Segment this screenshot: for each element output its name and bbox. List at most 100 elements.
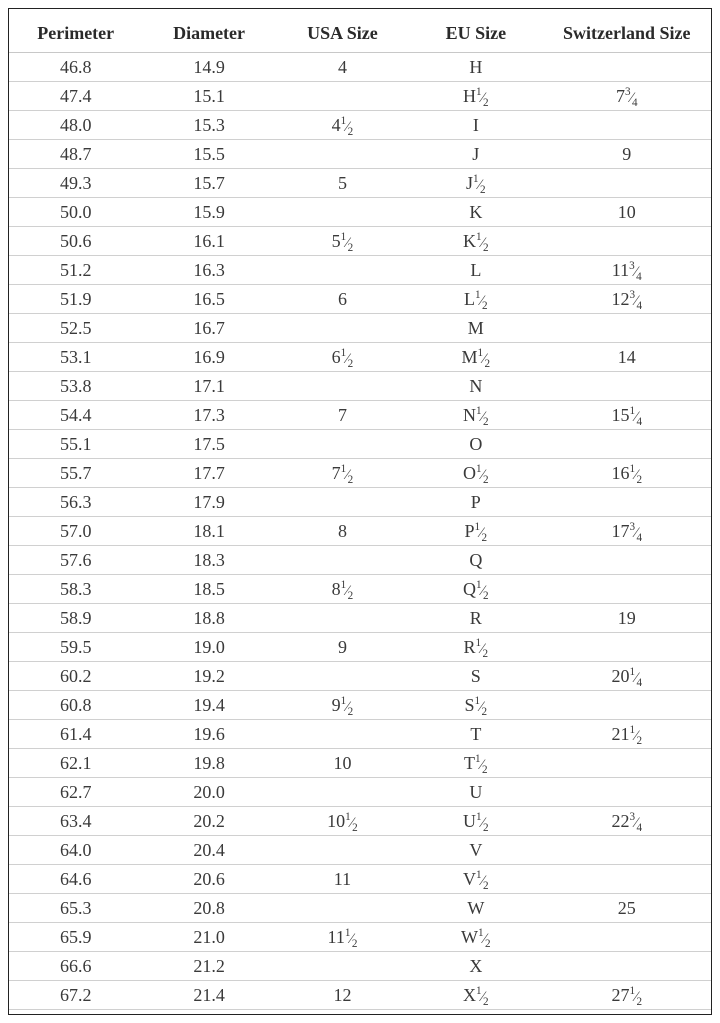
- table-cell: N1⁄2: [409, 401, 542, 430]
- table-cell: 271⁄2: [543, 981, 712, 1010]
- table-cell: [543, 314, 712, 343]
- table-cell: 53.1: [9, 343, 142, 372]
- table-cell: 20.8: [142, 894, 275, 923]
- table-cell: 14: [543, 343, 712, 372]
- table-cell: T1⁄2: [409, 749, 542, 778]
- table-row: 49.315.75J1⁄2: [9, 169, 711, 198]
- table-cell: 15.5: [142, 140, 275, 169]
- table-row: 64.620.611V1⁄2: [9, 865, 711, 894]
- table-cell: 55.1: [9, 430, 142, 459]
- table-cell: V: [409, 836, 542, 865]
- table-cell: 47.4: [9, 82, 142, 111]
- table-cell: 73⁄4: [543, 82, 712, 111]
- size-table: Perimeter Diameter USA Size EU Size Swit…: [9, 19, 711, 1010]
- table-cell: [543, 169, 712, 198]
- table-cell: 48.0: [9, 111, 142, 140]
- table-cell: N: [409, 372, 542, 401]
- table-cell: V1⁄2: [409, 865, 542, 894]
- table-cell: 56.3: [9, 488, 142, 517]
- table-cell: 59.5: [9, 633, 142, 662]
- table-row: 56.317.9P: [9, 488, 711, 517]
- table-cell: 16.1: [142, 227, 275, 256]
- table-cell: 51.9: [9, 285, 142, 314]
- table-cell: [276, 314, 409, 343]
- table-cell: 10: [543, 198, 712, 227]
- table-cell: W: [409, 894, 542, 923]
- table-row: 66.621.2X: [9, 952, 711, 981]
- table-cell: 123⁄4: [543, 285, 712, 314]
- table-cell: [543, 575, 712, 604]
- table-cell: [543, 633, 712, 662]
- table-cell: 18.8: [142, 604, 275, 633]
- table-row: 51.916.56L1⁄2123⁄4: [9, 285, 711, 314]
- table-cell: [276, 546, 409, 575]
- table-row: 57.018.18P1⁄2173⁄4: [9, 517, 711, 546]
- table-cell: 65.3: [9, 894, 142, 923]
- table-cell: 60.2: [9, 662, 142, 691]
- table-cell: 63.4: [9, 807, 142, 836]
- table-cell: 25: [543, 894, 712, 923]
- table-row: 53.116.961⁄2M1⁄214: [9, 343, 711, 372]
- col-header-perimeter: Perimeter: [9, 19, 142, 53]
- table-cell: M: [409, 314, 542, 343]
- table-cell: 20.4: [142, 836, 275, 865]
- table-cell: [543, 488, 712, 517]
- table-cell: 62.1: [9, 749, 142, 778]
- table-row: 65.921.0111⁄2W1⁄2: [9, 923, 711, 952]
- table-row: 60.219.2S201⁄4: [9, 662, 711, 691]
- table-cell: 12: [276, 981, 409, 1010]
- table-cell: O: [409, 430, 542, 459]
- table-row: 64.020.4V: [9, 836, 711, 865]
- col-header-usa: USA Size: [276, 19, 409, 53]
- table-cell: [543, 923, 712, 952]
- table-cell: 161⁄2: [543, 459, 712, 488]
- table-cell: 6: [276, 285, 409, 314]
- table-cell: 41⁄2: [276, 111, 409, 140]
- table-cell: 4: [276, 53, 409, 82]
- table-row: 46.814.94H: [9, 53, 711, 82]
- table-cell: 53.8: [9, 372, 142, 401]
- table-cell: 50.6: [9, 227, 142, 256]
- table-cell: S1⁄2: [409, 691, 542, 720]
- table-cell: 16.3: [142, 256, 275, 285]
- table-cell: 61⁄2: [276, 343, 409, 372]
- table-cell: 10: [276, 749, 409, 778]
- table-container: Perimeter Diameter USA Size EU Size Swit…: [8, 8, 712, 1015]
- table-cell: 62.7: [9, 778, 142, 807]
- table-cell: 15.1: [142, 82, 275, 111]
- table-cell: 16.5: [142, 285, 275, 314]
- table-cell: 17.7: [142, 459, 275, 488]
- table-cell: 15.9: [142, 198, 275, 227]
- table-cell: U1⁄2: [409, 807, 542, 836]
- table-cell: 18.3: [142, 546, 275, 575]
- table-cell: 50.0: [9, 198, 142, 227]
- table-row: 55.717.771⁄2O1⁄2161⁄2: [9, 459, 711, 488]
- table-cell: 101⁄2: [276, 807, 409, 836]
- table-row: 55.117.5O: [9, 430, 711, 459]
- table-cell: T: [409, 720, 542, 749]
- table-cell: 81⁄2: [276, 575, 409, 604]
- table-row: 51.216.3L113⁄4: [9, 256, 711, 285]
- table-cell: R: [409, 604, 542, 633]
- table-cell: L: [409, 256, 542, 285]
- table-cell: 57.6: [9, 546, 142, 575]
- table-row: 48.715.5J9: [9, 140, 711, 169]
- table-cell: 17.3: [142, 401, 275, 430]
- table-cell: W1⁄2: [409, 923, 542, 952]
- table-cell: [543, 691, 712, 720]
- table-cell: 67.2: [9, 981, 142, 1010]
- table-cell: 16.7: [142, 314, 275, 343]
- table-cell: 151⁄4: [543, 401, 712, 430]
- table-cell: 64.6: [9, 865, 142, 894]
- table-cell: L1⁄2: [409, 285, 542, 314]
- table-cell: 211⁄2: [543, 720, 712, 749]
- table-row: 60.819.491⁄2S1⁄2: [9, 691, 711, 720]
- table-cell: 14.9: [142, 53, 275, 82]
- table-cell: [276, 256, 409, 285]
- table-row: 58.318.581⁄2Q1⁄2: [9, 575, 711, 604]
- table-cell: 19: [543, 604, 712, 633]
- table-row: 59.519.09R1⁄2: [9, 633, 711, 662]
- table-cell: [543, 778, 712, 807]
- table-cell: 19.0: [142, 633, 275, 662]
- table-cell: 54.4: [9, 401, 142, 430]
